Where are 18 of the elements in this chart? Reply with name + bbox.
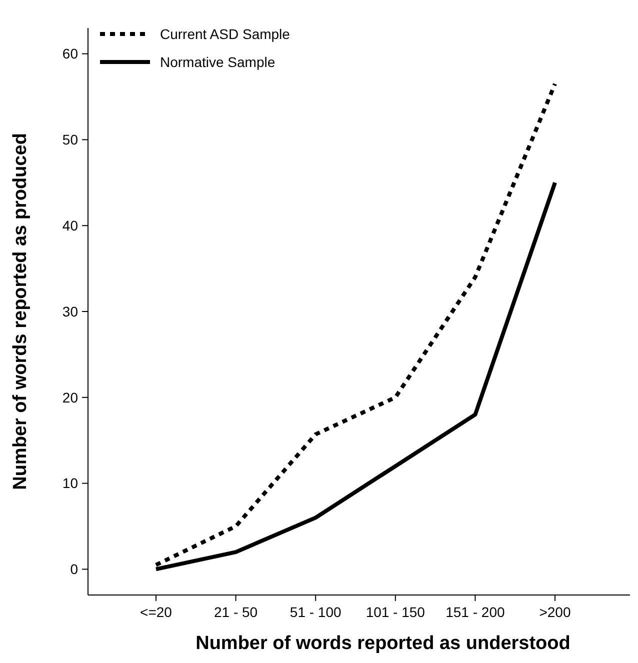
y-axis-title: Number of words reported as produced (10, 133, 31, 490)
y-tick-label: 60 (62, 46, 78, 62)
y-tick-label: 10 (62, 475, 78, 492)
legend-label: Current ASD Sample (160, 26, 290, 42)
x-tick-label: 51 - 100 (290, 604, 342, 620)
x-tick-label: 151 - 200 (446, 604, 505, 620)
y-tick-label: 20 (62, 389, 78, 406)
y-tick-label: 30 (62, 303, 78, 320)
x-axis-title: Number of words reported as understood (196, 633, 570, 654)
x-tick-label: 101 - 150 (366, 604, 426, 620)
y-tick-label: 0 (70, 561, 78, 578)
x-tick-label: >200 (539, 604, 571, 620)
x-tick-label: 21 - 50 (214, 604, 258, 620)
legend-label: Normative Sample (160, 54, 276, 70)
x-tick-label: <=20 (140, 604, 172, 620)
y-tick-label: 40 (62, 217, 78, 234)
y-tick-label: 50 (62, 132, 78, 148)
line-series (154, 82, 557, 567)
